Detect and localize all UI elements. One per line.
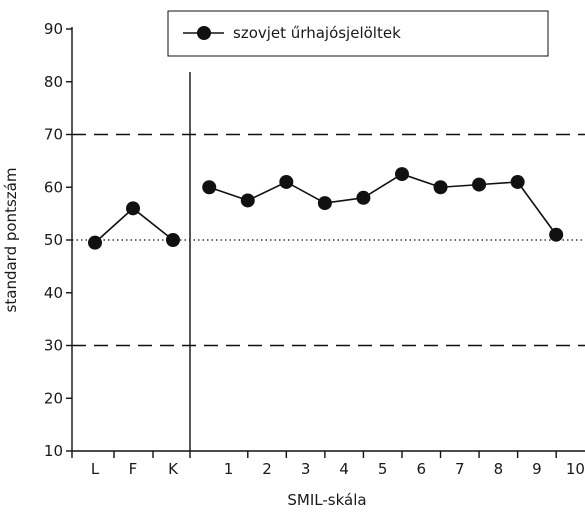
x-tick-label: 1 [224,460,234,478]
series-line-segment-2 [208,173,557,236]
x-tick-label: 2 [262,460,272,478]
x-axis-title: SMIL-skála [287,491,366,509]
y-tick-label: 60 [44,178,63,196]
data-point [166,233,180,247]
y-tick-label: 90 [44,20,63,38]
reference-lines [72,133,585,347]
x-tick-label: 7 [455,460,465,478]
data-point [88,235,102,250]
x-tick-label: 5 [378,460,388,478]
y-tick-label: 80 [44,73,63,91]
x-tick-label: 10 [566,460,585,478]
x-tick-label: F [129,460,138,478]
y-tick-label: 30 [44,337,63,355]
y-tick-label: 70 [44,126,63,144]
tick-labels: 10 20 30 40 50 60 70 80 90 L F K 1 2 3 4 5 6 7 8 9 10 [44,20,585,478]
x-tick-label: 3 [301,460,311,478]
data-point [394,167,409,182]
legend-box [167,10,549,57]
data-point [472,177,487,192]
axes [66,27,585,458]
data-point [433,180,448,195]
data-point [317,196,332,211]
y-tick-label: 10 [44,442,63,460]
data-point [356,190,371,205]
x-tick-label: 9 [532,460,542,478]
data-point [202,180,217,195]
data-point [510,174,525,189]
data-point [240,193,255,208]
y-tick-label: 50 [44,231,63,249]
legend-marker-icon [197,26,211,40]
y-axis-title: standard pontszám [2,168,20,313]
legend: szovjet űrhajósjelöltek [167,10,549,57]
y-tick-label: 20 [44,389,63,407]
data-point [126,201,140,216]
x-tick-label: 6 [416,460,426,478]
data-point [279,174,294,189]
x-tick-label: 4 [339,460,349,478]
x-tick-label: K [168,460,179,478]
x-tick-label: L [91,460,100,478]
series-layer [88,167,564,250]
y-tick-label: 40 [44,284,63,302]
legend-series-label: szovjet űrhajósjelöltek [233,24,401,42]
data-point [549,227,564,242]
x-tick-label: 8 [494,460,504,478]
